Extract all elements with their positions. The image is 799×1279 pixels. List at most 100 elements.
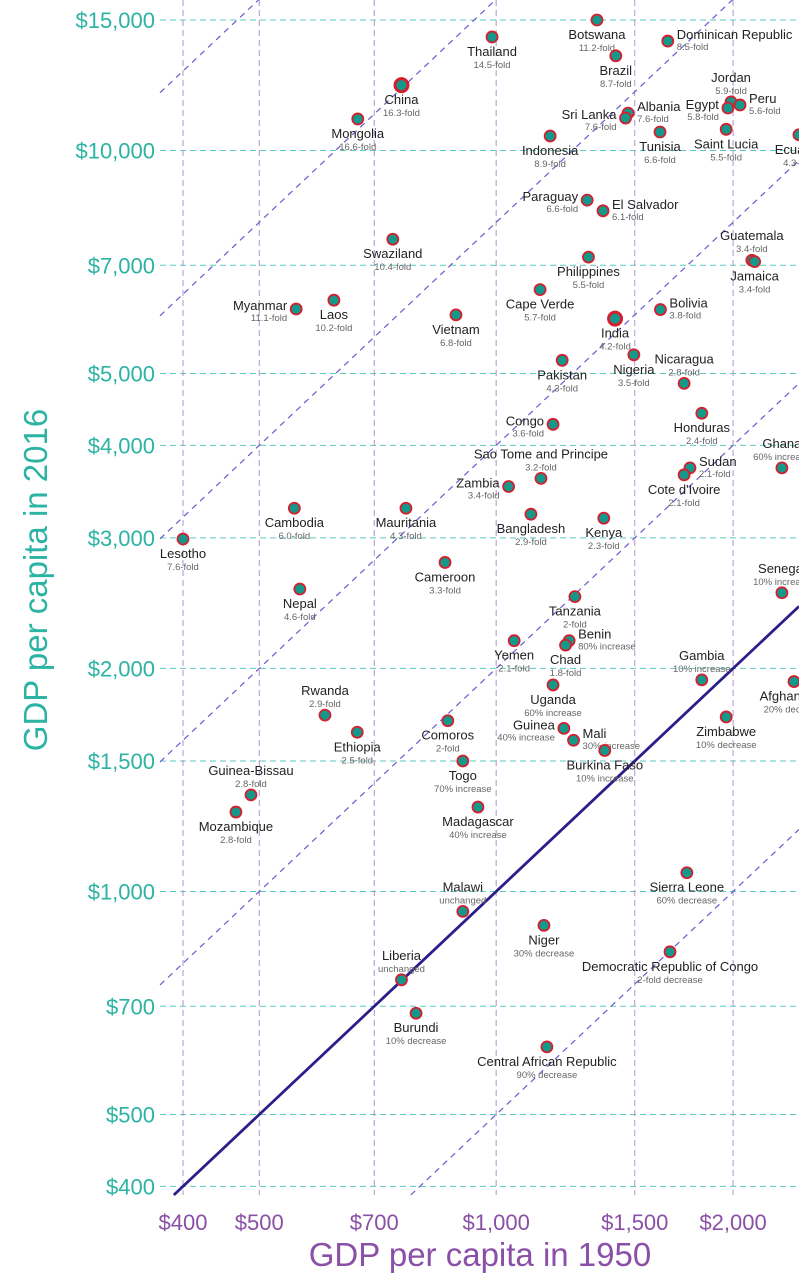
point-label: Jamaica [730,269,779,284]
data-point [327,293,341,307]
data-point [695,406,709,420]
y-tick-label: $1,000 [88,879,155,904]
point-label: Liberia [382,948,422,963]
data-point [534,471,548,485]
point-label: Ghana [762,436,799,451]
point-change-label: 2.9-fold [309,699,341,710]
point-label: Yemen [494,648,534,663]
point-label: Tunisia [639,139,681,154]
point-change-label: 80% increase [578,642,636,653]
point-label: Vietnam [432,322,479,337]
point-label: Pakistan [537,367,587,382]
y-tick-label: $15,000 [75,8,155,33]
point-label: Guinea [513,717,556,732]
point-change-label: 5.9-fold [715,86,747,97]
point-label: Sri Lanka [562,107,618,122]
data-point [350,725,364,739]
point-change-label: 7.6-fold [585,122,617,133]
data-point [582,250,595,264]
data-point [661,34,675,48]
point-change-label: 40% increase [449,830,507,841]
x-tick-label: $2,000 [699,1210,766,1235]
point-label: Bangladesh [497,521,566,536]
point-label: Zambia [456,475,500,490]
point-change-label: 11.1-fold [251,313,287,324]
point-label: Myanmar [233,298,288,313]
point-change-label: 8.5-fold [677,42,709,53]
point-label: Burundi [394,1020,439,1035]
point-change-label: unchanged [378,964,425,975]
data-point [580,193,594,207]
point-change-label: 4.6-fold [284,612,316,623]
point-change-label: 2-fold [436,744,460,755]
point-label: Uganda [530,692,576,707]
point-label: Afghanistan [760,689,799,704]
data-point [543,129,557,143]
reference-line [159,382,799,986]
point-label: Honduras [674,420,731,435]
point-change-label: 2.8-fold [668,367,700,378]
data-point [229,805,243,819]
x-axis-ticks: $400 $500 $700 $1,000 $1,500 $2,000 [159,1210,767,1235]
reference-lines [159,0,799,1197]
point-change-label: 2.8-fold [220,835,252,846]
point-label: Paraguay [523,189,579,204]
data-point [533,283,547,297]
data-point [596,204,610,218]
data-point-group: Ecuador4.3-fold [775,128,799,169]
data-point [409,1006,423,1020]
data-point [775,461,789,475]
data-point [721,101,735,115]
point-change-label: 30% increase [583,741,641,752]
data-point [695,673,709,687]
point-change-label: 2.9-fold [515,537,547,548]
data-point [680,866,694,880]
data-point [318,708,332,722]
point-change-label: 2-fold decrease [637,975,702,986]
point-change-label: 70% increase [434,784,492,795]
point-label: China [384,92,419,107]
point-label: Lesotho [160,546,206,561]
data-point [540,1040,554,1054]
data-point [627,348,641,362]
point-label: Cape Verde [506,297,575,312]
point-change-label: 3.8-fold [669,311,701,322]
x-tick-label: $1,000 [463,1210,530,1235]
point-change-label: 30% decrease [514,948,575,959]
point-label: Comoros [421,728,474,743]
point-label: Albania [637,99,681,114]
point-change-label: 4.2-fold [599,342,631,353]
point-change-label: 90% decrease [517,1070,578,1081]
data-point [568,590,582,604]
point-change-label: unchanged [439,895,486,906]
point-label: Mongolia [331,126,385,141]
data-point [546,417,560,431]
data-point [609,49,623,63]
x-tick-label: $1,500 [601,1210,668,1235]
point-label: Cambodia [265,515,325,530]
data-point [293,582,307,596]
y-tick-label: $1,500 [88,749,155,774]
point-label: Democratic Republic of Congo [582,959,758,974]
point-change-label: 10% increase [753,577,799,588]
data-point [507,634,521,648]
